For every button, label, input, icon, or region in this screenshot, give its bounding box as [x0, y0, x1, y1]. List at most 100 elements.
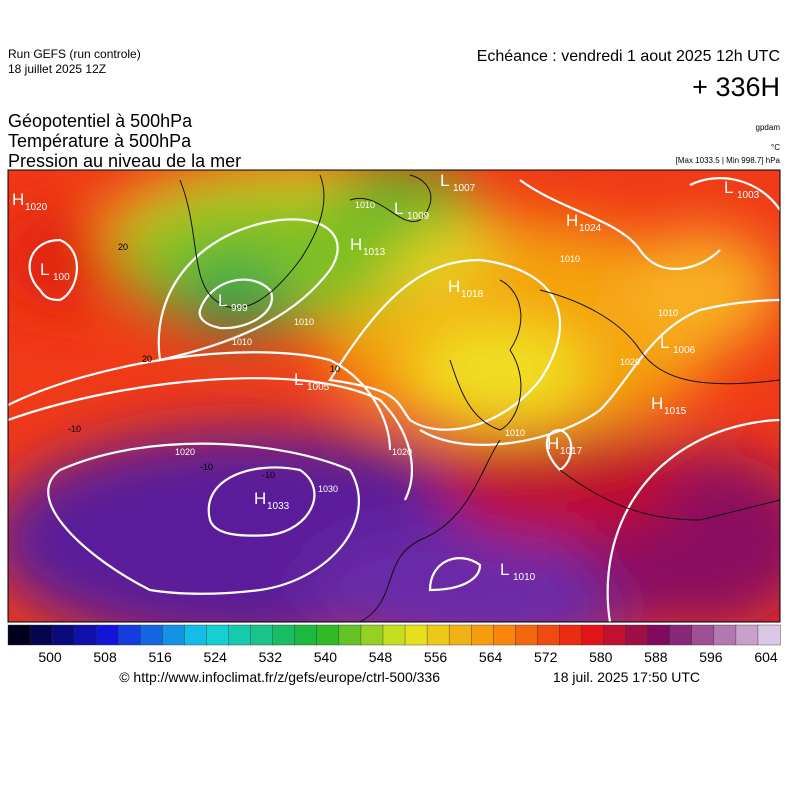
- pressure-value: 1009: [407, 211, 430, 222]
- colorbar-label: 564: [479, 649, 503, 665]
- colorbar-cell: [118, 624, 142, 646]
- unit: [Max 1033.5 | Min 998.7] hPa: [676, 156, 781, 165]
- field: Température à 500hPa: [8, 131, 192, 151]
- colorbar-label: 508: [93, 649, 117, 665]
- colorbar-cell: [757, 624, 781, 646]
- colorbar-label: 572: [534, 649, 558, 665]
- valid-time: Echéance : vendredi 1 aout 2025 12h UTC: [477, 48, 780, 65]
- colorbar-cell: [272, 624, 296, 646]
- pressure-center: L: [294, 370, 303, 389]
- colorbar-cell: [404, 624, 428, 646]
- colorbar-cell: [647, 624, 671, 646]
- colorbar-cell: [426, 624, 450, 646]
- colorbar-cell: [29, 624, 53, 646]
- isobar-label: 1010: [355, 200, 375, 210]
- pressure-center: L: [500, 560, 509, 579]
- pressure-center: L: [218, 291, 227, 310]
- temperature-label: 20: [118, 242, 128, 252]
- isobar-label: 1020: [175, 447, 195, 457]
- isobar-label: 1020: [392, 447, 412, 457]
- colorbar: 500 508 516 524 532 540 548 556 564 572 580 588 596 6…: [7, 624, 781, 665]
- pressure-value: 1020: [25, 202, 48, 213]
- run: Run GEFS (run controle): [8, 47, 141, 61]
- pressure-value: 1024: [579, 223, 602, 234]
- pressure-center: H: [566, 211, 578, 230]
- colorbar-label: 540: [314, 649, 338, 665]
- colorbar-label: 556: [424, 649, 448, 665]
- colorbar-cell: [7, 624, 31, 646]
- field: Pression au niveau de la mer: [8, 151, 241, 171]
- isobar-label: 1010: [294, 317, 314, 327]
- pressure-value: 1017: [560, 446, 583, 457]
- colorbar-cell: [735, 624, 759, 646]
- isobars: [8, 177, 780, 622]
- colorbar-label: 516: [148, 649, 172, 665]
- colorbar-label: 588: [644, 649, 668, 665]
- colorbar-cell: [713, 624, 737, 646]
- pressure-center: H: [547, 434, 559, 453]
- colorbar-cell: [493, 624, 517, 646]
- colorbar-cell: [228, 624, 252, 646]
- isobar-label: 1020: [620, 357, 640, 367]
- pressure-value: 1007: [453, 183, 476, 194]
- colorbar-cell: [162, 624, 186, 646]
- pressure-center: L: [440, 171, 449, 190]
- colorbar-cell: [625, 624, 649, 646]
- run-date: 18 juillet 2025 12Z: [8, 62, 106, 76]
- timestamp: 18 juil. 2025 17:50 UTC: [553, 669, 700, 685]
- pressure-value: 100: [53, 272, 70, 283]
- isobar-label: 1010: [232, 337, 252, 347]
- pressure-value: 1018: [461, 289, 484, 300]
- colorbar-label: 524: [204, 649, 228, 665]
- colorbar-cell: [338, 624, 362, 646]
- unit: gpdam: [756, 123, 781, 132]
- colorbar-cell: [360, 624, 384, 646]
- colorbar-cell: [515, 624, 539, 646]
- pressure-value: 1006: [673, 345, 696, 356]
- colorbar-cell: [184, 624, 208, 646]
- colorbar-label: 548: [369, 649, 393, 665]
- pressure-value: 1003: [737, 190, 760, 201]
- pressure-value: 1033: [267, 501, 290, 512]
- isobar-label: 1010: [658, 308, 678, 318]
- coastlines: [179, 174, 780, 622]
- field: Géopotentiel à 500hPa: [8, 111, 193, 131]
- colorbar-cell: [537, 624, 561, 646]
- colorbar-label: 580: [589, 649, 613, 665]
- temperature-label: 10: [330, 364, 340, 374]
- colorbar-label: 596: [699, 649, 723, 665]
- colorbar-cell: [294, 624, 318, 646]
- colorbar-cell: [73, 624, 97, 646]
- colorbar-cell: [603, 624, 627, 646]
- colorbar-cell: [382, 624, 406, 646]
- pressure-center: H: [448, 277, 460, 296]
- source-url: © http://www.infoclimat.fr/z/gefs/europe…: [119, 669, 440, 685]
- colorbar-label: 532: [259, 649, 283, 665]
- pressure-center: L: [724, 178, 733, 197]
- colorbar-cell: [691, 624, 715, 646]
- colorbar-cell: [669, 624, 693, 646]
- isobar-label: 1030: [318, 484, 338, 494]
- pressure-center: H: [12, 190, 24, 209]
- colorbar-label: 500: [38, 649, 62, 665]
- temperature-label: 20: [142, 354, 152, 364]
- colorbar-cell: [206, 624, 230, 646]
- temperature-label: -10: [200, 462, 213, 472]
- colorbar-label: 604: [754, 649, 778, 665]
- map-frame: [7, 169, 781, 623]
- isobar-label: 1010: [505, 428, 525, 438]
- colorbar-cell: [316, 624, 340, 646]
- pressure-center: H: [254, 489, 266, 508]
- colorbar-cell: [140, 624, 164, 646]
- colorbar-cell: [96, 624, 119, 646]
- colorbar-cell: [51, 624, 75, 646]
- unit: °C: [771, 143, 780, 152]
- colorbar-cell: [471, 624, 494, 646]
- isobar-label: 1010: [560, 254, 580, 264]
- pressure-value: 1010: [513, 572, 536, 583]
- temperature-label: -10: [262, 470, 275, 480]
- colorbar-cell: [581, 624, 605, 646]
- pressure-value: 999: [231, 303, 248, 314]
